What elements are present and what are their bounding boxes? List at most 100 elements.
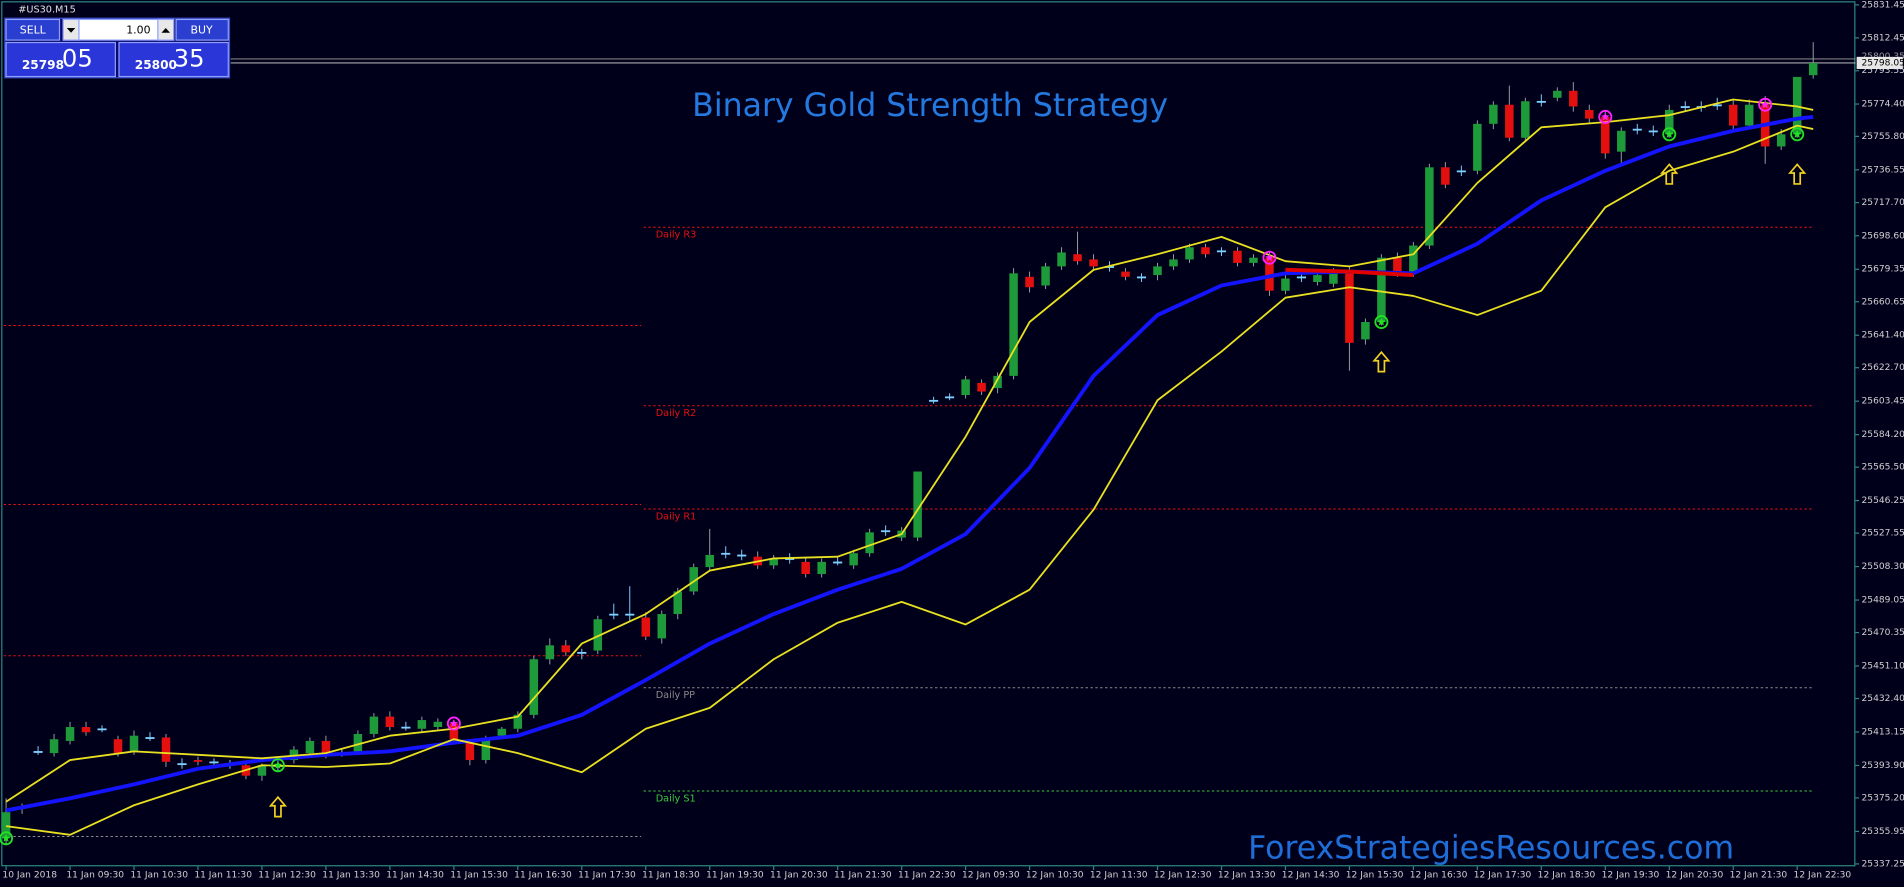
lots-decrease-icon (66, 27, 76, 33)
y-tick-label: 25584.20 (1862, 430, 1904, 440)
candle-body (1425, 167, 1434, 246)
candle-body (577, 651, 587, 654)
chart-title: Binary Gold Strength Strategy (692, 88, 1168, 124)
sell-signal (446, 716, 461, 731)
buy-signal-ring (1374, 315, 1389, 329)
candle-body (721, 552, 731, 555)
bid-main: 25798 (22, 58, 64, 72)
candle-body (1776, 134, 1786, 147)
candle-body (129, 735, 139, 752)
candle-body (177, 763, 187, 766)
candle-body (1456, 170, 1466, 173)
watermark: ForexStrategiesResources.com (1248, 830, 1734, 866)
x-tick-label: 11 Jan 10:30 (130, 870, 188, 880)
candle-body (561, 645, 571, 653)
candle-body (849, 553, 858, 566)
candle-body (1249, 257, 1258, 263)
sell-label: SELL (20, 23, 47, 36)
candle-body (49, 739, 59, 754)
x-tick-label: 12 Jan 13:30 (1218, 870, 1276, 880)
sell-signal-star (1601, 112, 1610, 121)
candle-body (641, 617, 651, 637)
pivot-label: Daily R1 (656, 511, 697, 522)
candle-body (497, 728, 507, 736)
candle-body (65, 727, 75, 741)
candle-body (1265, 257, 1274, 291)
y-tick-label: 25413.15 (1862, 727, 1904, 737)
candle-body (1153, 266, 1162, 276)
indicator-line (5, 124, 1814, 836)
y-tick-label: 25622.70 (1862, 363, 1904, 373)
candle-body (1216, 250, 1227, 253)
candle-body (209, 761, 219, 764)
candle-body (801, 561, 810, 575)
candle-body (1, 812, 11, 839)
y-tick-label: 25603.45 (1862, 397, 1904, 407)
candle-body (929, 399, 939, 402)
candle-body (689, 567, 698, 592)
lots-increase-icon (161, 27, 170, 33)
candle-body (1536, 100, 1546, 103)
sell-signal-ring (1262, 250, 1277, 265)
sell-signal-star (1265, 253, 1274, 262)
candle-body (529, 659, 539, 715)
buy-signal (0, 831, 14, 846)
candle-body (1345, 269, 1354, 343)
candle-body (401, 726, 411, 729)
candle-body (961, 379, 970, 396)
x-tick-label: 10 Jan 2018 (2, 870, 57, 880)
bid-box[interactable] (5, 41, 116, 78)
candle-body (1728, 104, 1738, 126)
candle-body (1089, 259, 1098, 267)
candle-body (769, 558, 778, 566)
candle-body (1632, 128, 1642, 131)
buy-signal-star (273, 760, 283, 769)
candle-body (1057, 252, 1066, 267)
candle-body (673, 591, 682, 615)
buy-signal-star (1377, 317, 1386, 326)
sell-signal-ring (446, 716, 461, 731)
buy-arrow (1660, 163, 1679, 185)
candle-body (257, 765, 267, 776)
buy-signal (1790, 127, 1805, 142)
x-tick-label: 12 Jan 19:30 (1602, 870, 1660, 880)
y-tick-label: 25393.90 (1862, 761, 1904, 771)
candle-body (1569, 90, 1578, 107)
candle-body (833, 561, 843, 564)
buy-arrow (268, 795, 288, 818)
y-tick-label: 25451.10 (1862, 662, 1904, 672)
candle-body (1281, 278, 1290, 291)
y-tick-label: 25774.40 (1862, 100, 1904, 110)
ask-main: 25800 (135, 58, 177, 72)
y-tick-label: 25679.35 (1862, 265, 1904, 275)
candle-body (417, 720, 427, 729)
lots-input[interactable] (62, 18, 175, 41)
candle-body (161, 737, 171, 762)
buy-button[interactable] (175, 18, 229, 41)
y-tick-label: 25698.60 (1862, 231, 1904, 241)
candle-body (1041, 266, 1050, 286)
candle-body (97, 728, 107, 731)
ask-box[interactable] (118, 41, 229, 78)
candle-body (1521, 101, 1530, 138)
x-tick-label: 11 Jan 21:30 (834, 870, 892, 880)
candle-body (1489, 104, 1498, 124)
x-tick-label: 11 Jan 14:30 (386, 870, 444, 880)
sell-button[interactable] (5, 18, 61, 41)
candle-body (385, 716, 395, 728)
y-tick-label: 25375.20 (1862, 793, 1904, 803)
candle-body (593, 619, 603, 651)
x-tick-label: 12 Jan 14:30 (1282, 870, 1340, 880)
buy-signal-star (1665, 129, 1674, 138)
indicator-line (5, 114, 1814, 813)
candle-body (881, 530, 891, 533)
bid-price-label: 25798.05 (1862, 58, 1904, 68)
y-tick-label: 25812.45 (1862, 33, 1904, 43)
candle-body (1185, 247, 1194, 260)
candle-body (609, 613, 619, 616)
y-tick-label: 25755.80 (1862, 132, 1904, 142)
candle-body (1169, 259, 1178, 267)
indicator-line (5, 98, 1814, 803)
